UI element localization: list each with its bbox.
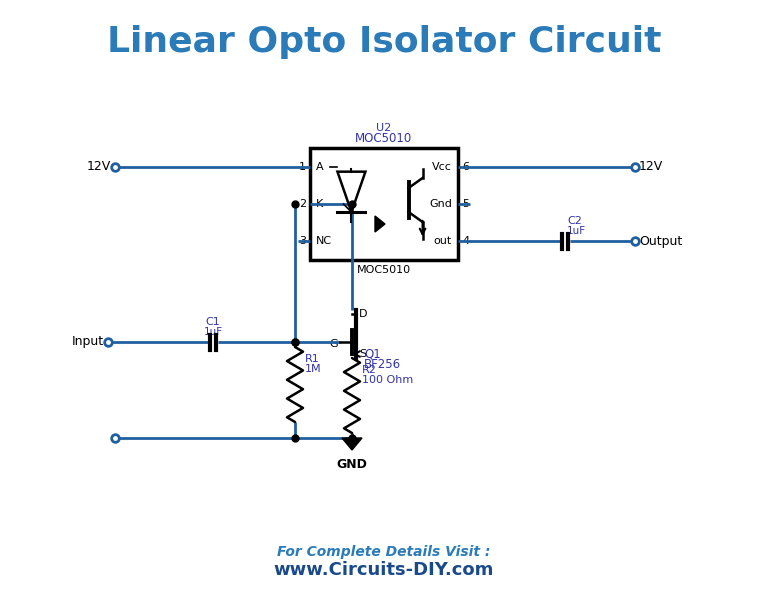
Text: BF256: BF256 <box>364 358 401 371</box>
Text: 12V: 12V <box>639 160 664 173</box>
Text: A: A <box>316 162 323 171</box>
Text: Gnd: Gnd <box>429 199 452 209</box>
Text: NC: NC <box>316 236 332 246</box>
Text: K: K <box>316 199 323 209</box>
Text: C2: C2 <box>567 216 582 226</box>
Text: 100 Ohm: 100 Ohm <box>362 375 413 385</box>
Text: 2: 2 <box>299 199 306 209</box>
Text: 1uF: 1uF <box>204 327 223 337</box>
Text: 6: 6 <box>462 162 469 171</box>
Text: www.Circuits-DIY.com: www.Circuits-DIY.com <box>274 561 494 579</box>
Bar <box>310 148 458 260</box>
Text: Q1: Q1 <box>364 348 381 361</box>
Text: D: D <box>359 309 368 319</box>
Polygon shape <box>342 438 362 450</box>
Text: Vcc: Vcc <box>432 162 452 171</box>
Text: C1: C1 <box>206 317 220 327</box>
Text: S: S <box>359 349 366 359</box>
Text: 4: 4 <box>462 236 469 246</box>
Text: 1uF: 1uF <box>567 226 586 236</box>
Text: 1: 1 <box>299 162 306 171</box>
Text: Linear Opto Isolator Circuit: Linear Opto Isolator Circuit <box>107 25 661 59</box>
Text: GND: GND <box>336 458 367 471</box>
Text: Output: Output <box>639 235 682 248</box>
Text: MOC5010: MOC5010 <box>356 132 412 145</box>
Text: R2: R2 <box>362 365 377 375</box>
Text: G: G <box>329 339 338 349</box>
Polygon shape <box>337 171 366 212</box>
Text: Input: Input <box>72 336 104 349</box>
Text: For Complete Details Visit :: For Complete Details Visit : <box>277 545 491 559</box>
Polygon shape <box>375 216 385 232</box>
Text: U2: U2 <box>376 123 392 133</box>
Text: 1M: 1M <box>305 364 322 374</box>
Text: out: out <box>434 236 452 246</box>
Text: 5: 5 <box>462 199 469 209</box>
Text: 3: 3 <box>299 236 306 246</box>
Text: MOC5010: MOC5010 <box>357 265 411 275</box>
Text: R1: R1 <box>305 354 319 364</box>
Text: 12V: 12V <box>87 160 111 173</box>
